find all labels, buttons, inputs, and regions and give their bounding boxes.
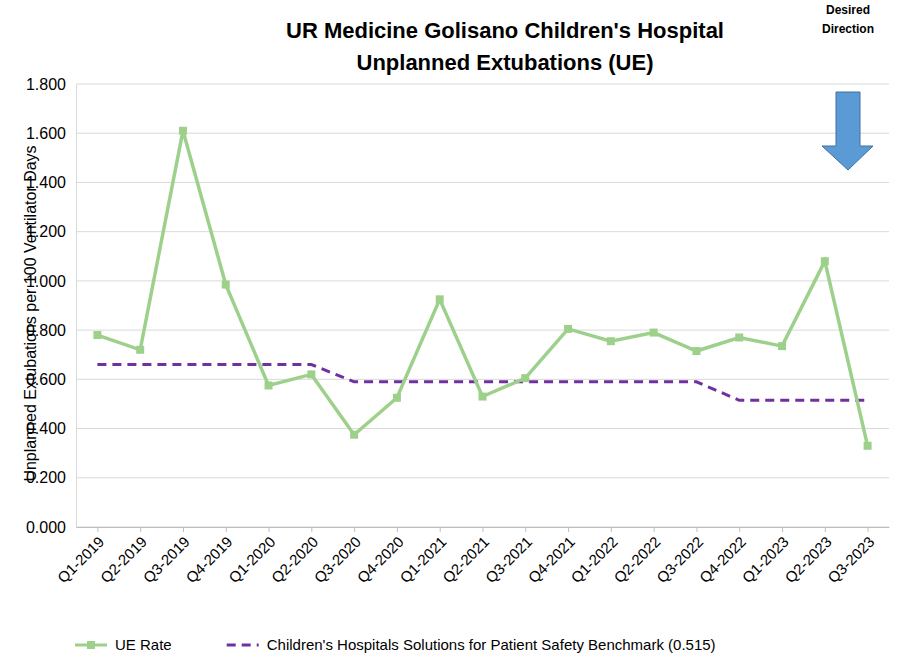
x-tick-label: Q4-2021 xyxy=(525,533,578,586)
x-tick-label: Q2-2023 xyxy=(781,533,834,586)
y-axis-line xyxy=(76,85,77,528)
grid-line xyxy=(76,330,889,331)
x-tick-mark xyxy=(226,527,227,532)
series-marker xyxy=(350,431,358,439)
x-tick-mark xyxy=(525,527,526,532)
x-tick-label: Q4-2020 xyxy=(353,533,406,586)
series-marker xyxy=(864,442,872,450)
x-tick-mark xyxy=(183,527,184,532)
data-layer xyxy=(93,127,871,450)
x-tick-mark xyxy=(440,527,441,532)
legend-item: UE Rate xyxy=(75,636,172,653)
grid-line xyxy=(76,280,889,281)
x-tick-label: Q2-2022 xyxy=(610,533,663,586)
legend: UE Rate Children's Hospitals Solutions fo… xyxy=(75,636,716,653)
y-tick-label: 1.600 xyxy=(26,125,66,142)
grid-line xyxy=(76,477,889,478)
series-marker xyxy=(521,374,529,382)
x-tick-label: Q3-2021 xyxy=(482,533,535,586)
series-marker xyxy=(607,337,615,345)
x-tick-label: Q2-2021 xyxy=(439,533,492,586)
grid-line xyxy=(76,428,889,429)
grid-line xyxy=(76,231,889,232)
series-marker xyxy=(564,325,572,333)
series-marker xyxy=(307,370,315,378)
x-tick-mark xyxy=(868,527,869,532)
x-tick-mark xyxy=(654,527,655,532)
x-tick-label: Q1-2020 xyxy=(225,533,278,586)
x-tick-label: Q2-2019 xyxy=(97,533,150,586)
annotation-arrow xyxy=(822,92,873,170)
x-tick-label: Q3-2019 xyxy=(140,533,193,586)
series-marker xyxy=(735,333,743,341)
x-tick-label: Q2-2020 xyxy=(268,533,321,586)
x-tick-mark xyxy=(739,527,740,532)
legend-label: Children's Hospitals Solutions for Patie… xyxy=(267,636,716,653)
x-tick-mark xyxy=(782,527,783,532)
x-tick: Q3-2023 xyxy=(824,527,877,586)
legend-item: Children's Hospitals Solutions for Patie… xyxy=(227,636,716,653)
x-tick-mark xyxy=(611,527,612,532)
x-tick-label: Q4-2022 xyxy=(696,533,749,586)
x-tick-mark xyxy=(397,527,398,532)
legend-symbol xyxy=(227,644,259,647)
series-marker xyxy=(436,295,444,303)
x-tick-mark xyxy=(97,527,98,532)
grid-line xyxy=(76,84,889,85)
annotation: DesiredDirection xyxy=(822,3,874,170)
series-marker xyxy=(179,127,187,135)
x-tick-mark xyxy=(825,527,826,532)
x-tick-mark xyxy=(311,527,312,532)
y-axis-title: Unplanned Extubations per 100 Ventilator… xyxy=(22,145,39,481)
legend-label: UE Rate xyxy=(115,636,172,653)
series-marker xyxy=(778,342,786,350)
x-tick-mark xyxy=(140,527,141,532)
y-tick: 1.600 xyxy=(26,125,76,142)
series-line xyxy=(97,365,867,401)
x-tick-label: Q3-2023 xyxy=(824,533,877,586)
annotation-text: DesiredDirection xyxy=(822,3,874,36)
x-tick-label: Q1-2022 xyxy=(567,533,620,586)
legend-marker xyxy=(87,641,95,649)
x-tick-mark xyxy=(568,527,569,532)
x-tick-mark xyxy=(269,527,270,532)
subtitle: Unplanned Extubations (UE) xyxy=(357,50,654,75)
series-line xyxy=(97,131,867,446)
y-tick-label: 1.800 xyxy=(26,76,66,93)
title: UR Medicine Golisano Children's Hospital xyxy=(286,18,724,43)
series-marker xyxy=(692,347,700,355)
x-tick-mark xyxy=(354,527,355,532)
y-tick-label: 0.000 xyxy=(26,519,66,536)
x-tick-label: Q3-2020 xyxy=(311,533,364,586)
series-marker xyxy=(222,281,230,289)
series-marker xyxy=(650,329,658,337)
y-tick: 1.800 xyxy=(26,76,76,93)
x-axis: Q1-2019Q2-2019Q3-2019Q4-2019Q1-2020Q2-20… xyxy=(54,527,890,586)
series-marker xyxy=(265,381,273,389)
grid-line xyxy=(76,133,889,134)
x-tick-label: Q4-2019 xyxy=(182,533,235,586)
x-tick-label: Q3-2022 xyxy=(653,533,706,586)
grid xyxy=(76,84,889,527)
series-marker xyxy=(136,346,144,354)
grid-line xyxy=(76,379,889,380)
series-marker xyxy=(479,393,487,401)
y-tick: 0.000 xyxy=(26,519,76,536)
x-tick-label: Q1-2023 xyxy=(739,533,792,586)
series-marker xyxy=(821,257,829,265)
series-marker xyxy=(393,394,401,402)
x-tick-label: Q1-2019 xyxy=(54,533,107,586)
chart: UR Medicine Golisano Children's Hospital… xyxy=(0,0,913,665)
x-tick-mark xyxy=(696,527,697,532)
x-tick-mark xyxy=(483,527,484,532)
x-tick-label: Q1-2021 xyxy=(396,533,449,586)
series-marker xyxy=(93,331,101,339)
